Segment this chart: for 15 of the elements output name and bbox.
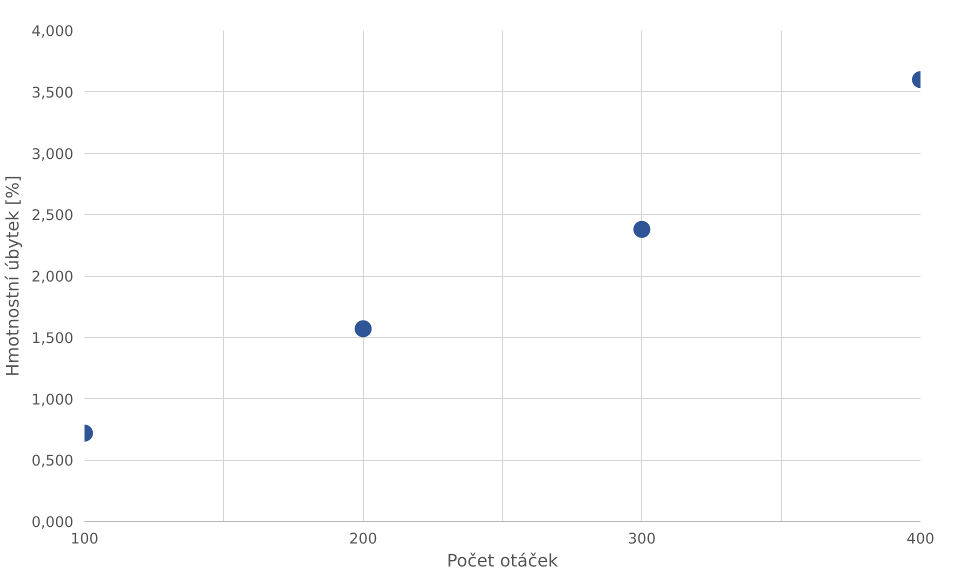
- y-tick-label: 2,500: [32, 207, 74, 224]
- y-tick-label: 1,500: [32, 330, 74, 347]
- x-tick-label: 100: [70, 530, 98, 548]
- y-axis-title: Hmotnostní úbytek [%]: [4, 175, 24, 377]
- y-tick-label: 3,000: [32, 146, 74, 163]
- y-tick-label: 3,500: [32, 84, 74, 102]
- y-tick-label: 2,000: [32, 268, 74, 286]
- x-tick-label: 300: [628, 530, 656, 548]
- y-tick-label: 4,000: [32, 23, 74, 40]
- x-axis-title: Počet otáček: [446, 552, 558, 572]
- x-tick-label: 200: [349, 530, 378, 548]
- x-tick-label: 400: [906, 530, 934, 548]
- y-tick-label: 0,500: [32, 452, 74, 470]
- y-tick-label: 0,000: [32, 514, 74, 531]
- y-tick-label: 1,000: [32, 391, 74, 408]
